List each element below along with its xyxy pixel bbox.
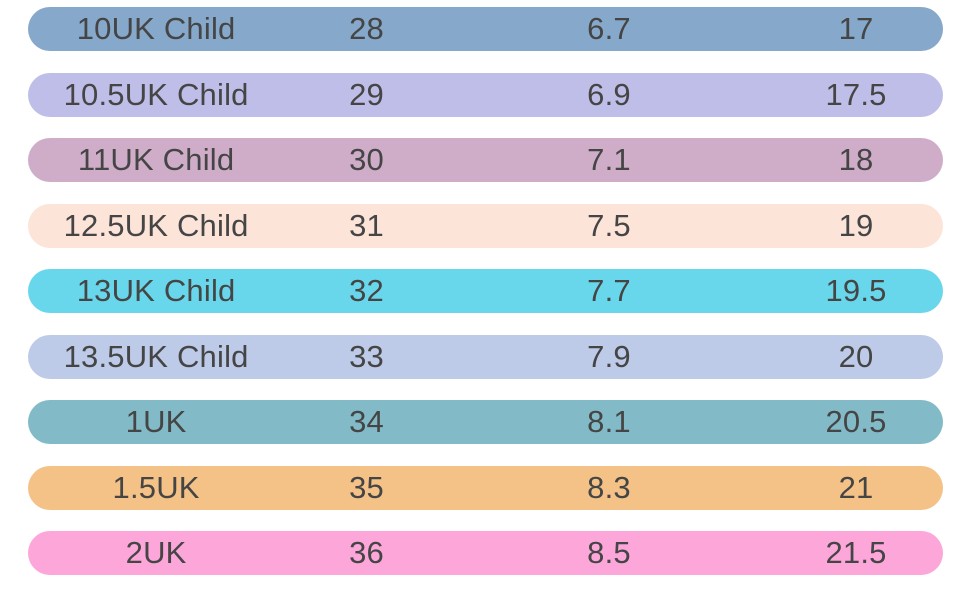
inches-cell: 8.3 — [587, 469, 631, 505]
cm-cell: 18 — [838, 142, 874, 177]
table-row: 11UK Child 30 7.1 18 — [28, 138, 943, 182]
table-row: 10.5UK Child 29 6.9 17.5 — [28, 72, 943, 117]
uk-size-cell: 10UK Child — [76, 11, 236, 46]
cm-cell: 21.5 — [825, 535, 887, 570]
cm-cell: 20.5 — [825, 404, 887, 439]
eu-size-cell: 31 — [349, 207, 384, 243]
eu-size-cell: 30 — [349, 142, 384, 177]
table-row: 12.5UK Child 31 7.5 19 — [28, 203, 943, 248]
inches-cell: 7.7 — [587, 273, 631, 308]
cm-cell: 17 — [838, 11, 874, 46]
eu-size-cell: 34 — [349, 404, 384, 439]
uk-size-cell: 1.5UK — [112, 469, 200, 505]
table-row: 13.5UK Child 33 7.9 20 — [28, 334, 943, 379]
inches-cell: 6.9 — [587, 76, 631, 112]
eu-size-cell: 29 — [349, 76, 384, 112]
cm-cell: 19 — [838, 207, 874, 243]
eu-size-cell: 36 — [349, 535, 384, 570]
uk-size-cell: 13.5UK Child — [63, 338, 249, 374]
uk-size-cell: 11UK Child — [77, 142, 235, 177]
cm-cell: 17.5 — [825, 76, 887, 112]
table-row: 10UK Child 28 6.7 17 — [28, 7, 943, 51]
uk-size-cell: 13UK Child — [76, 273, 236, 308]
inches-cell: 8.1 — [587, 404, 631, 439]
inches-cell: 7.9 — [587, 338, 631, 374]
eu-size-cell: 32 — [349, 273, 384, 308]
eu-size-cell: 35 — [349, 469, 384, 505]
table-row: 2UK 36 8.5 21.5 — [28, 531, 943, 575]
uk-size-cell: 2UK — [125, 535, 187, 570]
inches-cell: 7.1 — [587, 142, 631, 177]
table-row: 13UK Child 32 7.7 19.5 — [28, 269, 943, 313]
inches-cell: 8.5 — [587, 535, 631, 570]
cm-cell: 21 — [838, 469, 874, 505]
uk-size-cell: 10.5UK Child — [63, 76, 249, 112]
size-chart: 10UK Child 28 6.7 17 10.5UK Child 29 6.9… — [28, 7, 943, 575]
cm-cell: 20 — [838, 338, 874, 374]
inches-cell: 7.5 — [587, 207, 631, 243]
table-row: 1UK 34 8.1 20.5 — [28, 400, 943, 444]
uk-size-cell: 12.5UK Child — [63, 207, 249, 243]
inches-cell: 6.7 — [587, 11, 631, 46]
eu-size-cell: 28 — [349, 11, 384, 46]
eu-size-cell: 33 — [349, 338, 384, 374]
cm-cell: 19.5 — [825, 273, 887, 308]
uk-size-cell: 1UK — [125, 404, 187, 439]
table-row: 1.5UK 35 8.3 21 — [28, 465, 943, 510]
